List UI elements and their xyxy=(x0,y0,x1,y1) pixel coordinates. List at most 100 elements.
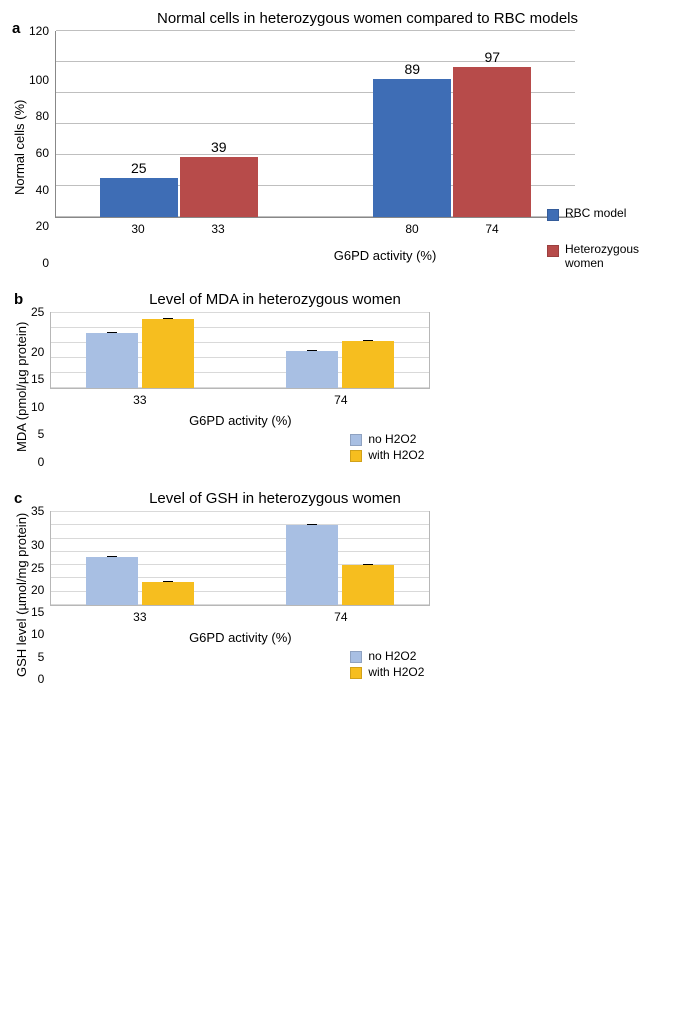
legend-label: no H2O2 xyxy=(368,432,416,446)
ytick: 120 xyxy=(29,25,49,37)
xtick: 74 xyxy=(334,393,347,407)
ytick: 10 xyxy=(31,401,44,413)
panel-a-yaxis: 120100806040200 xyxy=(29,31,55,263)
ytick: 20 xyxy=(31,346,44,358)
panel-c-plot xyxy=(50,511,430,606)
bar-rect xyxy=(86,333,138,389)
bar-rect xyxy=(142,582,194,605)
legend-item: with H2O2 xyxy=(350,448,430,462)
panel-b-ylabel: MDA (pmol/µg protein) xyxy=(12,312,31,462)
bar xyxy=(342,313,394,388)
bar-group: 2539 xyxy=(86,31,272,217)
bar xyxy=(86,313,138,388)
bar-rect xyxy=(180,157,258,217)
panel-b-chart: MDA (pmol/µg protein) 2520151050 3374 G6… xyxy=(12,312,675,462)
bar-group xyxy=(275,313,405,388)
legend-label: with H2O2 xyxy=(368,448,424,462)
bar: 39 xyxy=(180,31,258,217)
bar xyxy=(342,512,394,605)
panel-c-title: Level of GSH in heterozygous women xyxy=(60,490,490,507)
panel-b-xlabel: G6PD activity (%) xyxy=(50,413,430,428)
ytick: 80 xyxy=(36,110,49,122)
bar xyxy=(286,512,338,605)
panel-b: b Level of MDA in heterozygous women MDA… xyxy=(12,291,675,462)
bar-group xyxy=(275,512,405,605)
panel-b-xticks: 33 74 xyxy=(50,393,430,407)
ytick: 5 xyxy=(38,428,45,440)
ytick: 100 xyxy=(29,74,49,86)
legend-label: with H2O2 xyxy=(368,665,424,679)
bar-rect xyxy=(373,79,451,217)
panel-b-yaxis: 2520151050 xyxy=(31,312,50,462)
panel-b-plot xyxy=(50,312,430,389)
panel-c-xlabel: G6PD activity (%) xyxy=(50,630,430,645)
bar-value-label: 89 xyxy=(373,61,451,77)
ytick: 25 xyxy=(31,306,44,318)
legend-label: RBC model xyxy=(565,207,626,221)
panel-c-xticks: 3374 xyxy=(50,610,430,624)
ytick: 40 xyxy=(36,184,49,196)
panel-c-chart: GSH level (µmol/mg protein) 353025201510… xyxy=(12,511,675,679)
bar-rect xyxy=(86,557,138,605)
legend-item: with H2O2 xyxy=(350,665,430,679)
panel-b-title: Level of MDA in heterozygous women xyxy=(60,291,490,308)
legend-item: no H2O2 xyxy=(350,432,430,446)
ytick: 60 xyxy=(36,147,49,159)
legend-swatch xyxy=(350,450,362,462)
bar: 89 xyxy=(373,31,451,217)
ytick: 15 xyxy=(31,373,44,385)
bar-rect xyxy=(342,341,394,388)
legend-item: Heterozygous women xyxy=(547,243,645,271)
panel-a-plot: 2539 8997 xyxy=(55,31,575,218)
panel-c-label: c xyxy=(14,490,22,507)
panel-a-xticks: 3033 8074 xyxy=(55,222,575,236)
ytick: 10 xyxy=(31,628,44,640)
panel-c-legend: no H2O2 with H2O2 xyxy=(350,649,430,679)
xtick: 80 xyxy=(373,222,451,236)
bar-group: 8997 xyxy=(360,31,546,217)
bar: 97 xyxy=(453,31,531,217)
bar-rect xyxy=(453,67,531,217)
bar-rect xyxy=(286,351,338,388)
legend-item: no H2O2 xyxy=(350,649,430,663)
xtick: 74 xyxy=(334,610,347,624)
legend-swatch xyxy=(547,245,559,257)
bar xyxy=(86,512,138,605)
bar-rect xyxy=(286,525,338,605)
bar-group xyxy=(75,512,205,605)
ytick: 15 xyxy=(31,606,44,618)
bar-rect xyxy=(100,178,178,217)
legend-swatch xyxy=(350,667,362,679)
panel-a-title: Normal cells in heterozygous women compa… xyxy=(60,10,675,27)
bar-group xyxy=(75,313,205,388)
xtick: 30 xyxy=(99,222,177,236)
legend-label: Heterozygous women xyxy=(565,243,645,271)
ytick: 0 xyxy=(42,257,49,269)
bar-value-label: 25 xyxy=(100,160,178,176)
bar-value-label: 97 xyxy=(453,49,531,65)
panel-b-label: b xyxy=(14,291,23,308)
panel-b-legend: no H2O2 with H2O2 xyxy=(350,432,430,462)
legend-item: RBC model xyxy=(547,207,645,221)
ytick: 30 xyxy=(31,539,44,551)
panel-a-ylabel: Normal cells (%) xyxy=(10,31,29,263)
bar xyxy=(286,313,338,388)
legend-swatch xyxy=(547,209,559,221)
figure: a Normal cells in heterozygous women com… xyxy=(10,10,675,679)
ytick: 0 xyxy=(38,673,45,685)
legend-swatch xyxy=(350,651,362,663)
ytick: 20 xyxy=(31,584,44,596)
legend-swatch xyxy=(350,434,362,446)
ytick: 0 xyxy=(38,456,45,468)
xtick: 33 xyxy=(133,393,146,407)
xtick: 33 xyxy=(179,222,257,236)
legend-label: no H2O2 xyxy=(368,649,416,663)
panel-c: c Level of GSH in heterozygous women GSH… xyxy=(12,490,675,679)
bar-rect xyxy=(142,319,194,388)
xtick: 74 xyxy=(453,222,531,236)
bar-value-label: 39 xyxy=(180,139,258,155)
ytick: 25 xyxy=(31,562,44,574)
ytick: 5 xyxy=(38,651,45,663)
ytick: 35 xyxy=(31,505,44,517)
panel-a: a Normal cells in heterozygous women com… xyxy=(10,10,675,263)
